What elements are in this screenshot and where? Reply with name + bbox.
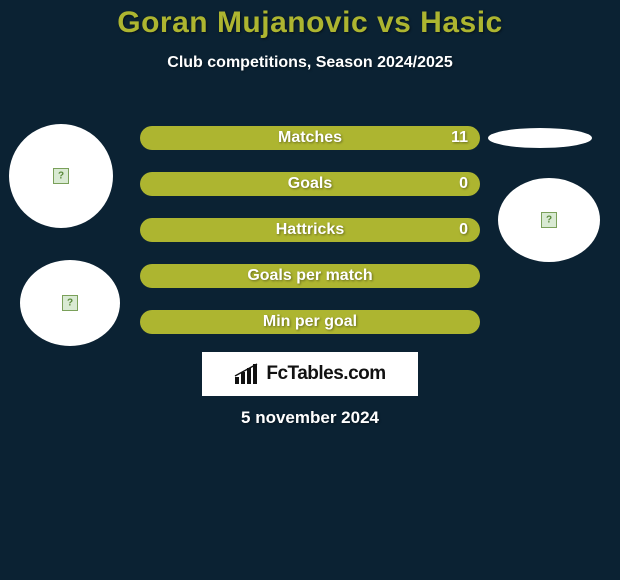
stat-value: 0 — [459, 221, 468, 239]
player-photo-left-2 — [20, 260, 120, 346]
stat-row-hattricks: Hattricks 0 — [140, 218, 480, 242]
image-placeholder-icon — [62, 295, 78, 311]
image-placeholder-icon — [53, 168, 69, 184]
brand-text: FcTables.com — [266, 363, 385, 385]
bars-icon — [234, 363, 260, 385]
player-photo-left-1 — [9, 124, 113, 228]
decorative-ellipse — [488, 128, 592, 148]
date-text: 5 november 2024 — [0, 408, 620, 428]
stat-label: Min per goal — [140, 313, 480, 331]
stat-row-goals: Goals 0 — [140, 172, 480, 196]
stat-label: Hattricks — [140, 221, 480, 239]
page-title: Goran Mujanovic vs Hasic — [0, 0, 620, 40]
subtitle: Club competitions, Season 2024/2025 — [0, 54, 620, 72]
image-placeholder-icon — [541, 212, 557, 228]
player-photo-right — [498, 178, 600, 262]
stat-row-min-per-goal: Min per goal — [140, 310, 480, 334]
stat-value: 11 — [451, 129, 468, 147]
comparison-infographic: Goran Mujanovic vs Hasic Club competitio… — [0, 0, 620, 580]
stat-row-goals-per-match: Goals per match — [140, 264, 480, 288]
stat-value: 0 — [459, 175, 468, 193]
stat-label: Goals per match — [140, 267, 480, 285]
stat-label: Goals — [140, 175, 480, 193]
branding-box: FcTables.com — [202, 352, 418, 396]
stat-row-matches: Matches 11 — [140, 126, 480, 150]
stat-rows: Matches 11 Goals 0 Hattricks 0 Goals per… — [140, 126, 480, 356]
stat-label: Matches — [140, 129, 480, 147]
